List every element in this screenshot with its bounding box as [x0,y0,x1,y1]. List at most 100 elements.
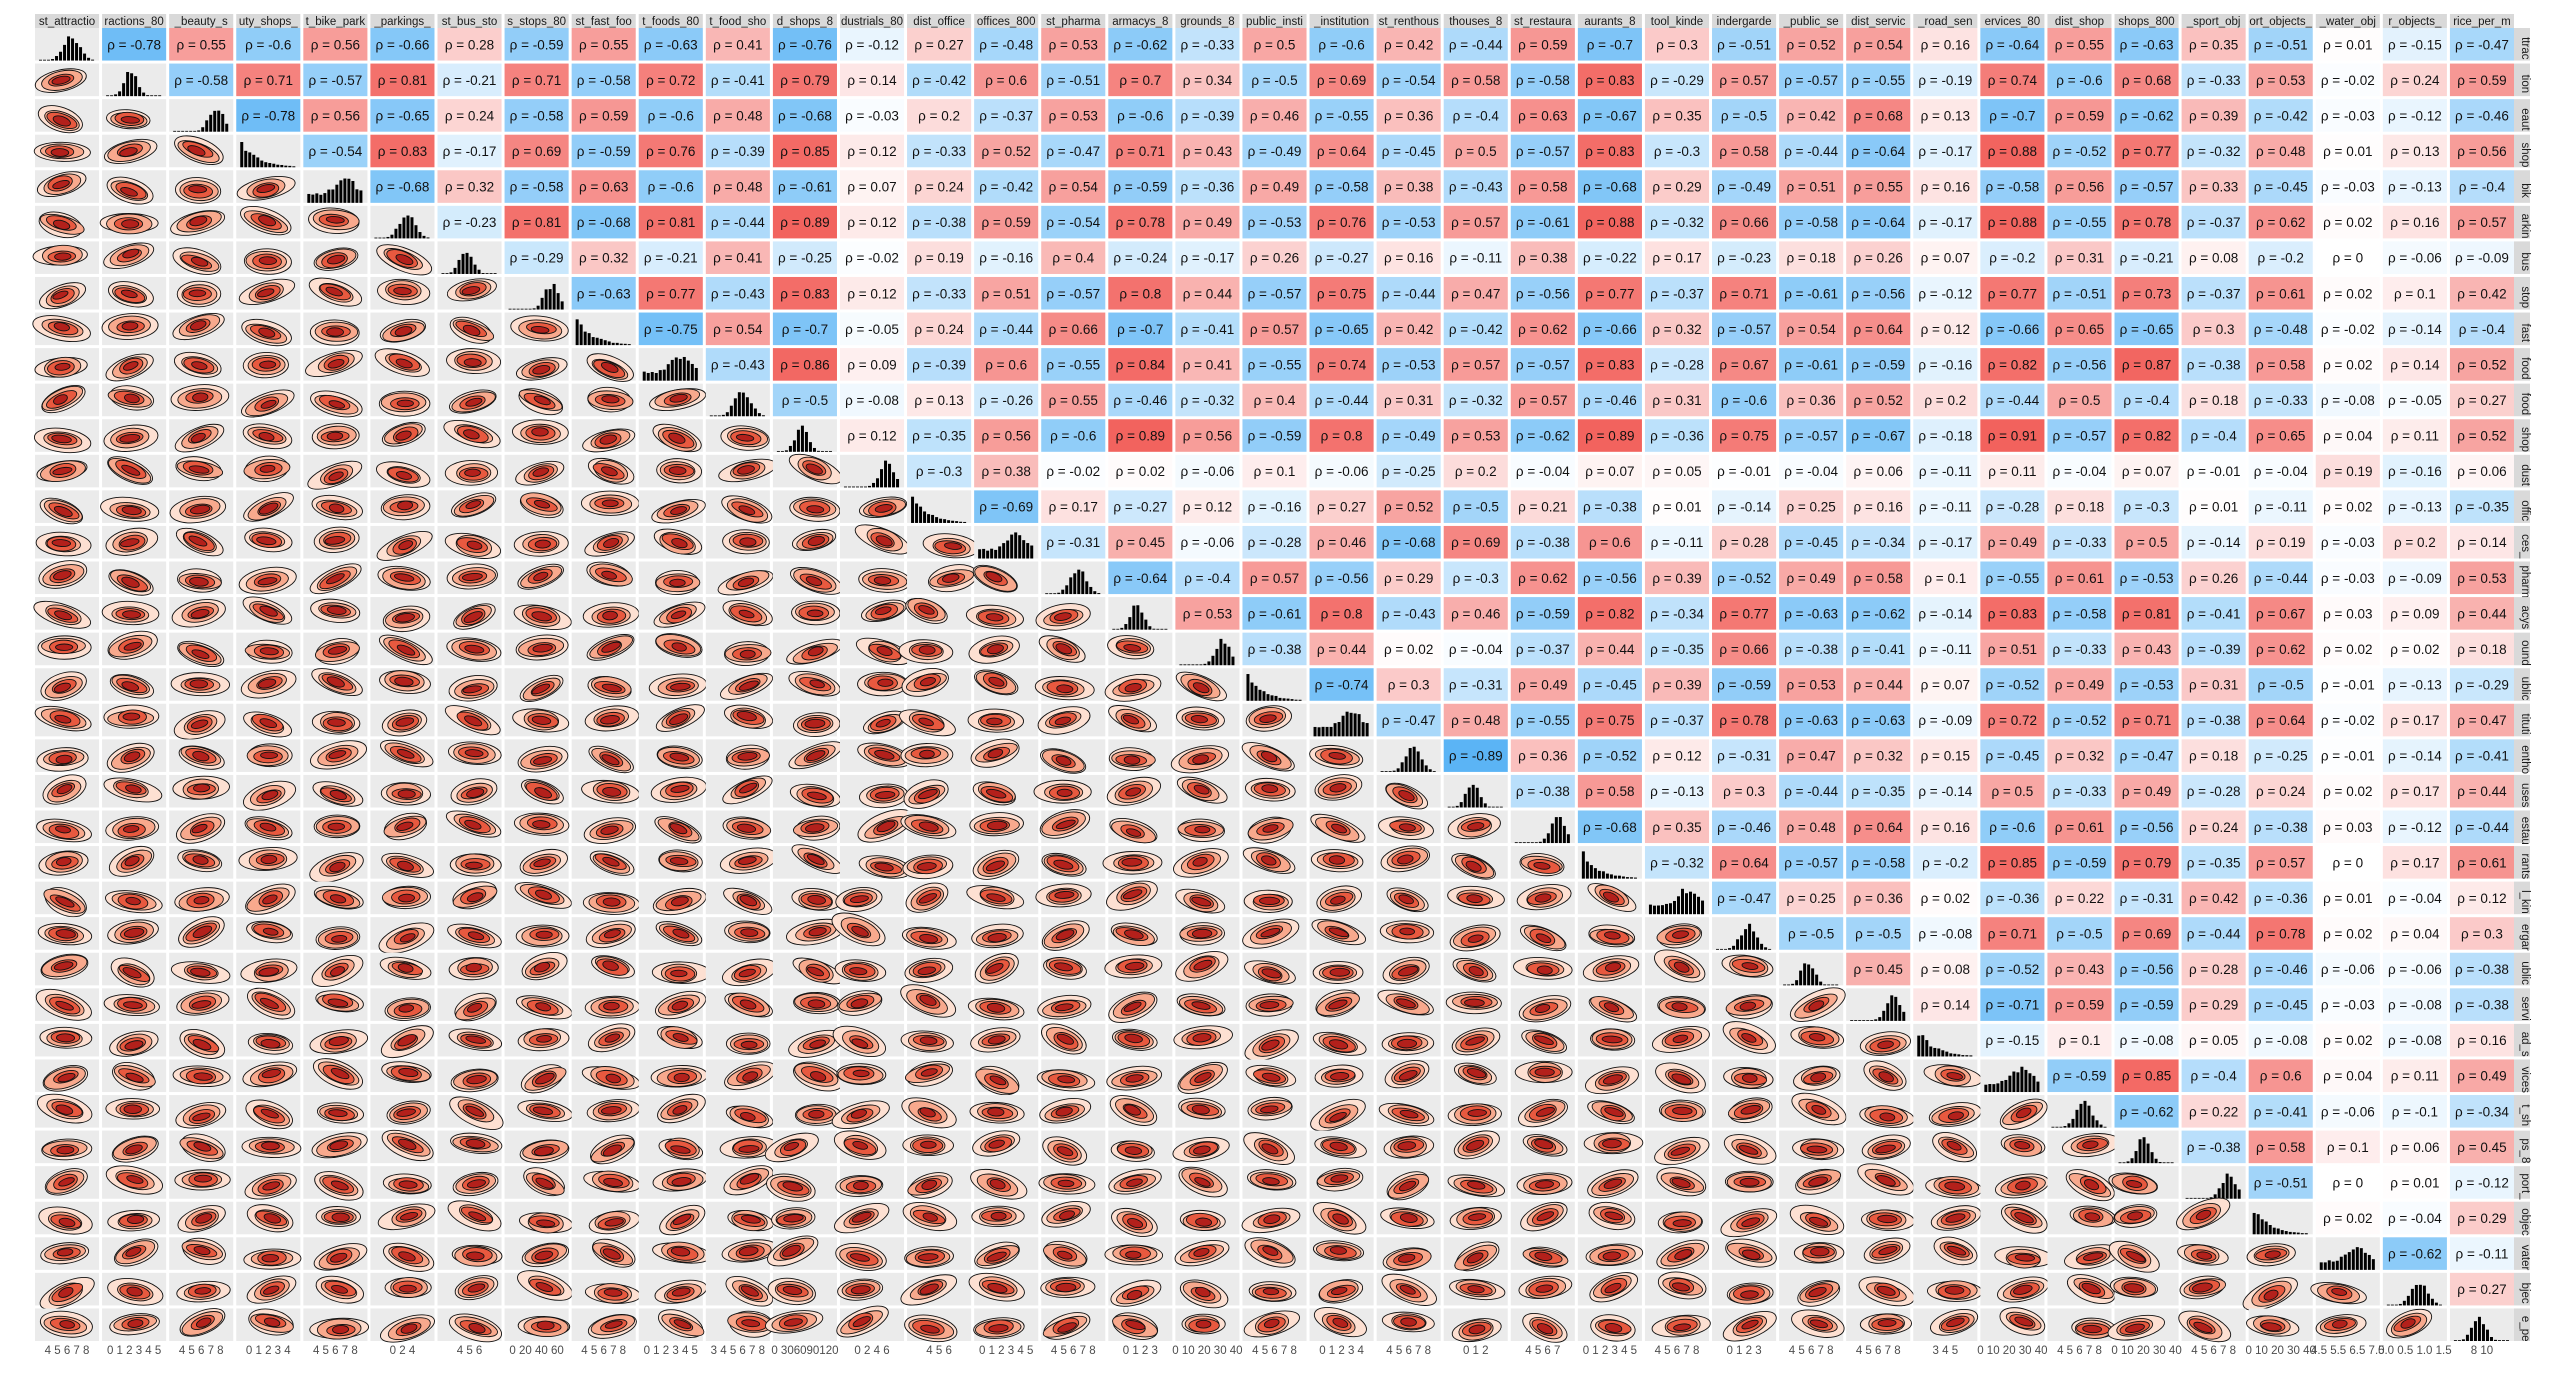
histogram-bar [1870,1020,1874,1021]
correlation-tile: ρ = 0.43 [2047,952,2112,986]
correlation-label: ρ = -0.57 [1784,429,1838,444]
correlation-label: ρ = -0.37 [2187,286,2241,301]
density-panel [705,774,773,808]
correlation-label: ρ = -0.7 [782,322,828,337]
correlation-tile: ρ = 0.12 [839,134,905,168]
correlation-label: ρ = 0.12 [1183,500,1232,515]
correlation-fill [1108,99,1173,132]
strip-background [1846,14,1911,28]
density-contour [122,712,141,721]
correlation-label: ρ = 0.02 [1384,642,1433,657]
density-panel [437,1023,503,1057]
correlation-fill [2315,28,2380,61]
correlation-label: ρ = 0.1 [1924,571,1966,586]
correlation-label: ρ = -0.04 [2254,464,2308,479]
correlation-tile: ρ = 0.22 [2047,881,2112,915]
correlation-label: ρ = 0.81 [378,73,427,88]
histogram-bar [615,342,619,346]
correlation-tile: ρ = -0.31 [2114,881,2179,915]
strip-background [1108,14,1173,28]
correlation-tile: ρ = -0.33 [2248,383,2313,417]
correlation-label: ρ = 0.12 [847,286,896,301]
correlation-label: ρ = -0.33 [2053,784,2107,799]
correlation-tile: ρ = 0.24 [907,170,972,203]
right-strip: servi [2514,988,2531,1021]
histogram-bar [1022,540,1026,559]
correlation-label: ρ = 0.11 [1988,464,2036,479]
correlation-tile: ρ = 0.12 [2449,881,2514,915]
histogram-bar [1546,833,1550,844]
histogram-bar [441,273,445,274]
correlation-label: ρ = 0.18 [2189,749,2238,764]
correlation-label: ρ = -0.68 [577,215,631,230]
correlation-tile: ρ = -0.44 [1779,134,1844,168]
correlation-fill [102,28,167,61]
correlation-label: ρ = -0.66 [376,37,430,52]
correlation-fill [571,205,636,239]
density-panel [1577,988,1642,1023]
correlation-tile: ρ = 0.06 [1846,454,1911,488]
correlation-label: ρ = -0.61 [778,180,832,195]
histogram-bar [556,293,560,310]
histogram-bar [915,503,919,523]
correlation-tile: ρ = 0.53 [1041,99,1106,132]
correlation-tile: ρ = -0.47 [2449,28,2514,61]
correlation-tile: ρ = -0.6 [1041,419,1106,452]
right-strip: fast [2514,312,2531,346]
top-strip: thouses_8 [1443,14,1508,28]
correlation-label: ρ = 0.53 [2256,73,2305,88]
histogram-bar [469,256,473,274]
correlation-tile: ρ = -0.62 [1510,419,1575,452]
correlation-tile: ρ = -0.6 [1980,810,2045,844]
density-panel [571,348,636,382]
correlation-tile: ρ = 0.59 [2449,63,2514,97]
correlation-tile: ρ = 0.49 [1980,525,2045,559]
histogram-bar [154,95,158,97]
correlation-tile: ρ = -0.04 [2382,881,2447,915]
correlation-label: ρ = -0.57 [1248,286,1302,301]
correlation-tile: ρ = 0.28 [1712,525,1777,559]
correlation-label: ρ = -0.65 [1315,322,1369,337]
correlation-tile: ρ = 0.79 [772,63,837,97]
histogram-panel [839,454,905,488]
correlation-tile: ρ = 0.49 [2047,668,2112,701]
correlation-tile: ρ = 0.26 [2181,561,2246,595]
correlation-tile: ρ = 0.8 [1309,419,1374,452]
correlation-label: ρ = 0.24 [914,180,964,195]
correlation-label: ρ = -0.41 [2455,749,2509,764]
correlation-label: ρ = -0.34 [1650,606,1704,621]
correlation-tile: ρ = 0.47 [2449,703,2514,737]
correlation-tile: ρ = -0.64 [1846,134,1911,168]
histogram-bar [193,130,197,132]
density-panel [1175,950,1240,986]
correlation-label: ρ = 0.08 [1921,962,1970,977]
histogram-bar [347,178,351,203]
correlation-tile: ρ = 0.54 [1846,28,1911,61]
density-panel [236,312,301,347]
correlation-tile: ρ = 0.02 [2315,276,2380,310]
correlation-label: ρ = -0.04 [1449,642,1503,657]
histogram-bar [280,164,284,168]
correlation-label: ρ = 0.48 [1451,713,1500,728]
correlation-tile: ρ = 0.77 [1712,597,1777,630]
density-panel [638,490,706,524]
correlation-tile: ρ = -0.56 [2114,810,2179,844]
histogram-bar [481,273,485,274]
correlation-tile: ρ = -0.6 [236,28,301,61]
correlation-tile: ρ = -0.05 [2382,383,2447,417]
density-panel [974,668,1039,701]
density-panel [35,560,100,595]
correlation-label: ρ = -0.67 [1583,108,1637,123]
correlation-fill [1913,63,1978,97]
correlation-tile: ρ = 0.11 [1980,454,2045,488]
density-panel [1037,988,1106,1021]
density-panel [907,561,978,595]
histogram-bar [855,486,859,488]
correlation-tile: ρ = 0.54 [1041,170,1106,203]
density-panel [35,739,100,772]
histogram-bar [1720,948,1724,950]
correlation-label: ρ = 0.83 [1585,73,1634,88]
histogram-bar [540,297,544,310]
top-strip: ractions_80 [102,14,167,28]
correlation-label: ρ = 0.14 [2390,357,2440,372]
